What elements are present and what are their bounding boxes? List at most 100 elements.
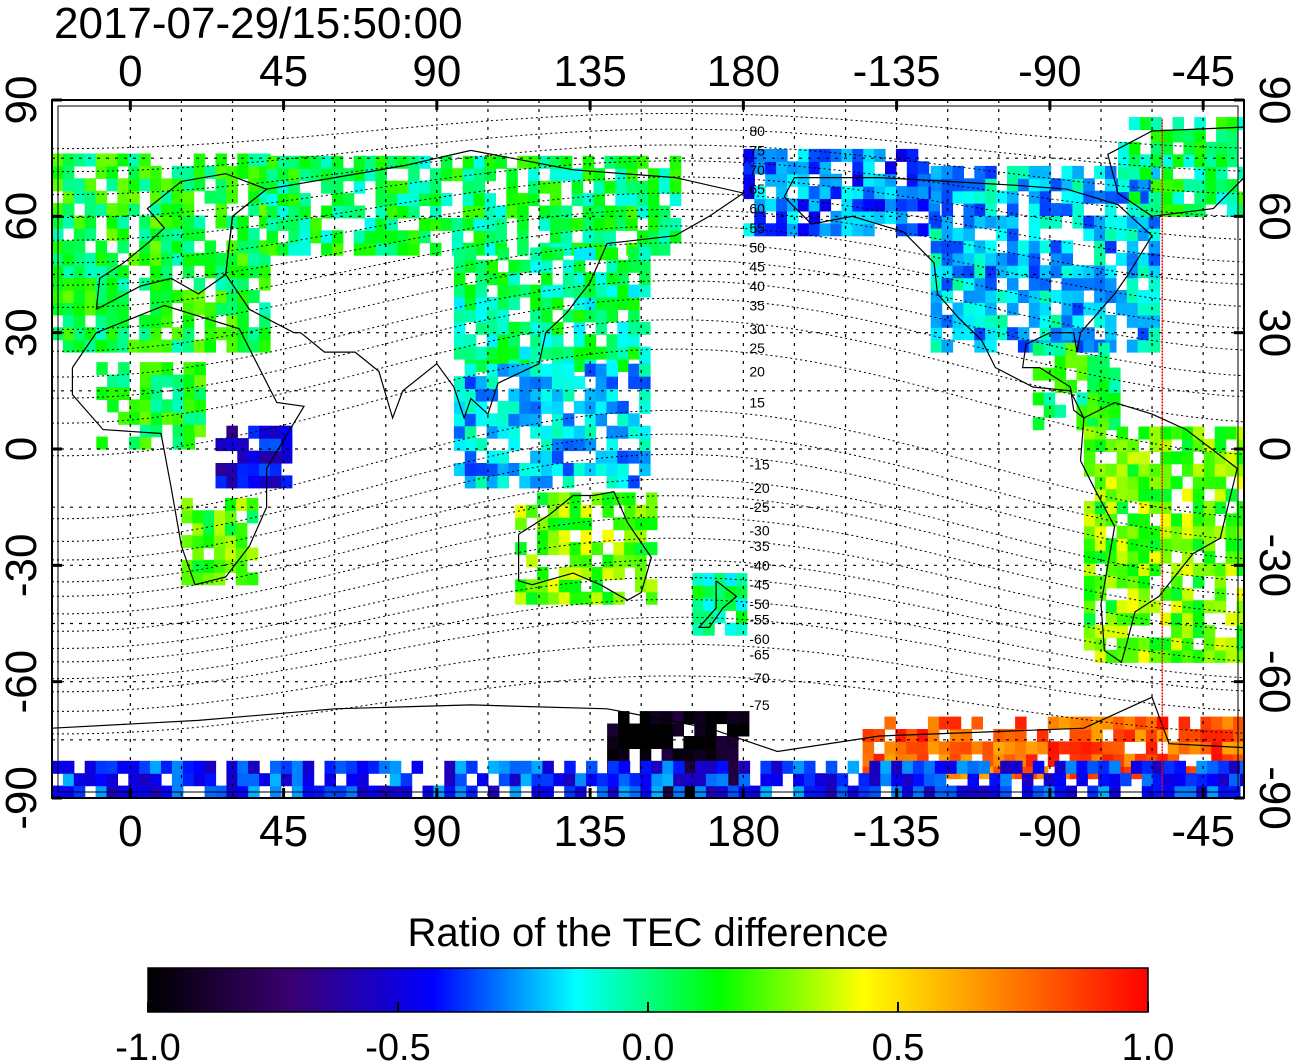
data-cell xyxy=(661,711,674,725)
colorbar-tick-label: 1.0 xyxy=(1122,1027,1175,1064)
data-cell xyxy=(397,205,409,219)
data-cell xyxy=(1137,228,1150,241)
data-cell xyxy=(270,760,282,774)
data-cell xyxy=(607,736,619,749)
data-cell xyxy=(1004,729,1016,742)
data-cell xyxy=(743,161,755,175)
data-cell xyxy=(1083,451,1096,465)
data-cell xyxy=(941,290,954,303)
data-cell xyxy=(515,591,527,605)
data-cell xyxy=(852,173,864,187)
data-cell xyxy=(1160,649,1172,663)
data-cell xyxy=(139,314,151,328)
data-cell xyxy=(694,748,706,762)
data-cell xyxy=(246,510,259,524)
data-cell xyxy=(1124,753,1136,767)
data-cell xyxy=(1116,451,1129,465)
data-cell xyxy=(1004,753,1016,767)
data-cell xyxy=(1080,729,1092,742)
data-cell xyxy=(1171,563,1183,576)
data-cell xyxy=(95,203,108,217)
data-cell xyxy=(277,205,289,219)
data-cell xyxy=(73,302,86,316)
data-cell xyxy=(917,161,930,175)
data-cell xyxy=(277,242,289,256)
data-cell xyxy=(1214,600,1227,614)
mlat-label: -55 xyxy=(749,612,769,628)
data-cell xyxy=(593,230,605,244)
data-cell xyxy=(580,554,593,568)
data-cell xyxy=(204,314,217,328)
data-cell xyxy=(1139,117,1152,131)
data-cell xyxy=(455,773,467,787)
data-cell xyxy=(952,252,964,266)
data-cell xyxy=(941,314,954,328)
data-cell xyxy=(673,773,685,787)
data-cell xyxy=(171,339,184,353)
data-cell xyxy=(797,148,810,162)
data-cell xyxy=(453,309,466,323)
data-cell xyxy=(586,760,598,774)
data-cell xyxy=(705,748,717,762)
data-cell xyxy=(139,773,151,787)
data-cell xyxy=(938,741,951,755)
data-cell xyxy=(1160,476,1172,490)
data-cell xyxy=(1236,463,1244,477)
data-cell xyxy=(562,475,575,489)
data-cell xyxy=(1227,203,1239,217)
data-cell xyxy=(1244,754,1256,767)
data-cell xyxy=(1109,380,1121,393)
data-cell xyxy=(378,760,391,774)
data-cell xyxy=(139,277,151,291)
data-cell xyxy=(353,205,366,219)
data-cell xyxy=(419,217,431,231)
data-cell xyxy=(595,400,608,414)
data-cell xyxy=(1233,729,1244,742)
data-cell xyxy=(1091,716,1103,730)
data-cell xyxy=(106,265,118,279)
data-cell xyxy=(880,773,892,787)
data-cell xyxy=(475,259,488,273)
data-cell xyxy=(1222,729,1234,742)
data-cell xyxy=(558,492,571,506)
data-cell xyxy=(735,597,748,611)
data-cell xyxy=(541,247,553,261)
data-cell xyxy=(1171,600,1183,614)
data-cell xyxy=(106,165,118,179)
data-cell xyxy=(985,215,997,229)
data-cell xyxy=(956,760,969,774)
data-cell xyxy=(573,400,586,414)
data-cell xyxy=(735,610,748,624)
data-cell xyxy=(1039,290,1052,303)
data-cell xyxy=(95,760,108,774)
data-cell xyxy=(515,504,527,518)
data-cell xyxy=(1105,501,1118,514)
data-cell xyxy=(1116,649,1129,663)
data-cell xyxy=(1192,438,1205,452)
data-cell xyxy=(624,504,636,518)
data-cell xyxy=(547,579,560,593)
data-cell xyxy=(615,217,627,231)
data-cell xyxy=(204,190,217,204)
data-cell xyxy=(182,339,195,353)
data-cell xyxy=(1138,501,1150,514)
data-cell xyxy=(1203,525,1216,539)
data-cell xyxy=(797,186,810,200)
data-cell xyxy=(694,711,706,725)
data-cell xyxy=(259,438,271,452)
data-cell xyxy=(1116,637,1129,651)
region-north-asia xyxy=(266,155,682,256)
data-cell xyxy=(1237,203,1244,217)
data-cell xyxy=(1160,612,1172,626)
data-cell xyxy=(225,522,237,536)
data-cell xyxy=(486,346,499,360)
data-cell xyxy=(1167,741,1180,755)
data-cell xyxy=(1115,252,1128,266)
data-cell xyxy=(906,198,919,212)
data-cell xyxy=(714,610,726,624)
data-cell xyxy=(640,773,652,787)
data-cell xyxy=(519,388,531,402)
data-cell xyxy=(985,314,997,328)
data-cell xyxy=(453,321,466,335)
data-cell xyxy=(331,168,344,182)
